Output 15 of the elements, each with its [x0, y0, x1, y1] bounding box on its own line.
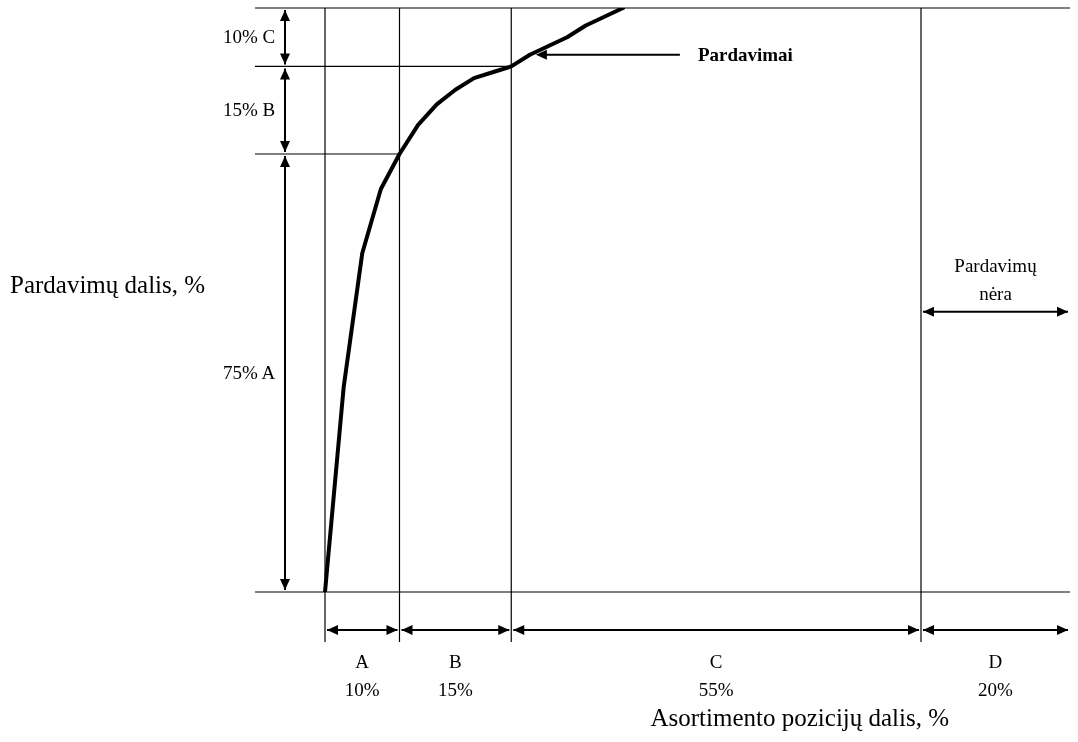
text: 10% — [344, 679, 380, 701]
x-axis-title: Asortimento pozicijų dalis, % — [650, 703, 950, 733]
text: 75% A — [223, 362, 276, 384]
text: D — [988, 651, 1003, 673]
annotation: Pardavimų nėra — [953, 253, 1038, 306]
text: 10% C — [223, 26, 276, 49]
y-axis-title: Pardavimų dalis, % — [10, 270, 206, 300]
text: B — [448, 651, 462, 673]
text: A — [355, 651, 369, 673]
text: 15% B — [223, 99, 276, 122]
text: C — [709, 651, 723, 673]
text: 15% — [437, 679, 473, 701]
text: 55% — [698, 679, 734, 701]
text: Pardavimai — [697, 43, 793, 66]
text: 20% — [978, 679, 1013, 701]
